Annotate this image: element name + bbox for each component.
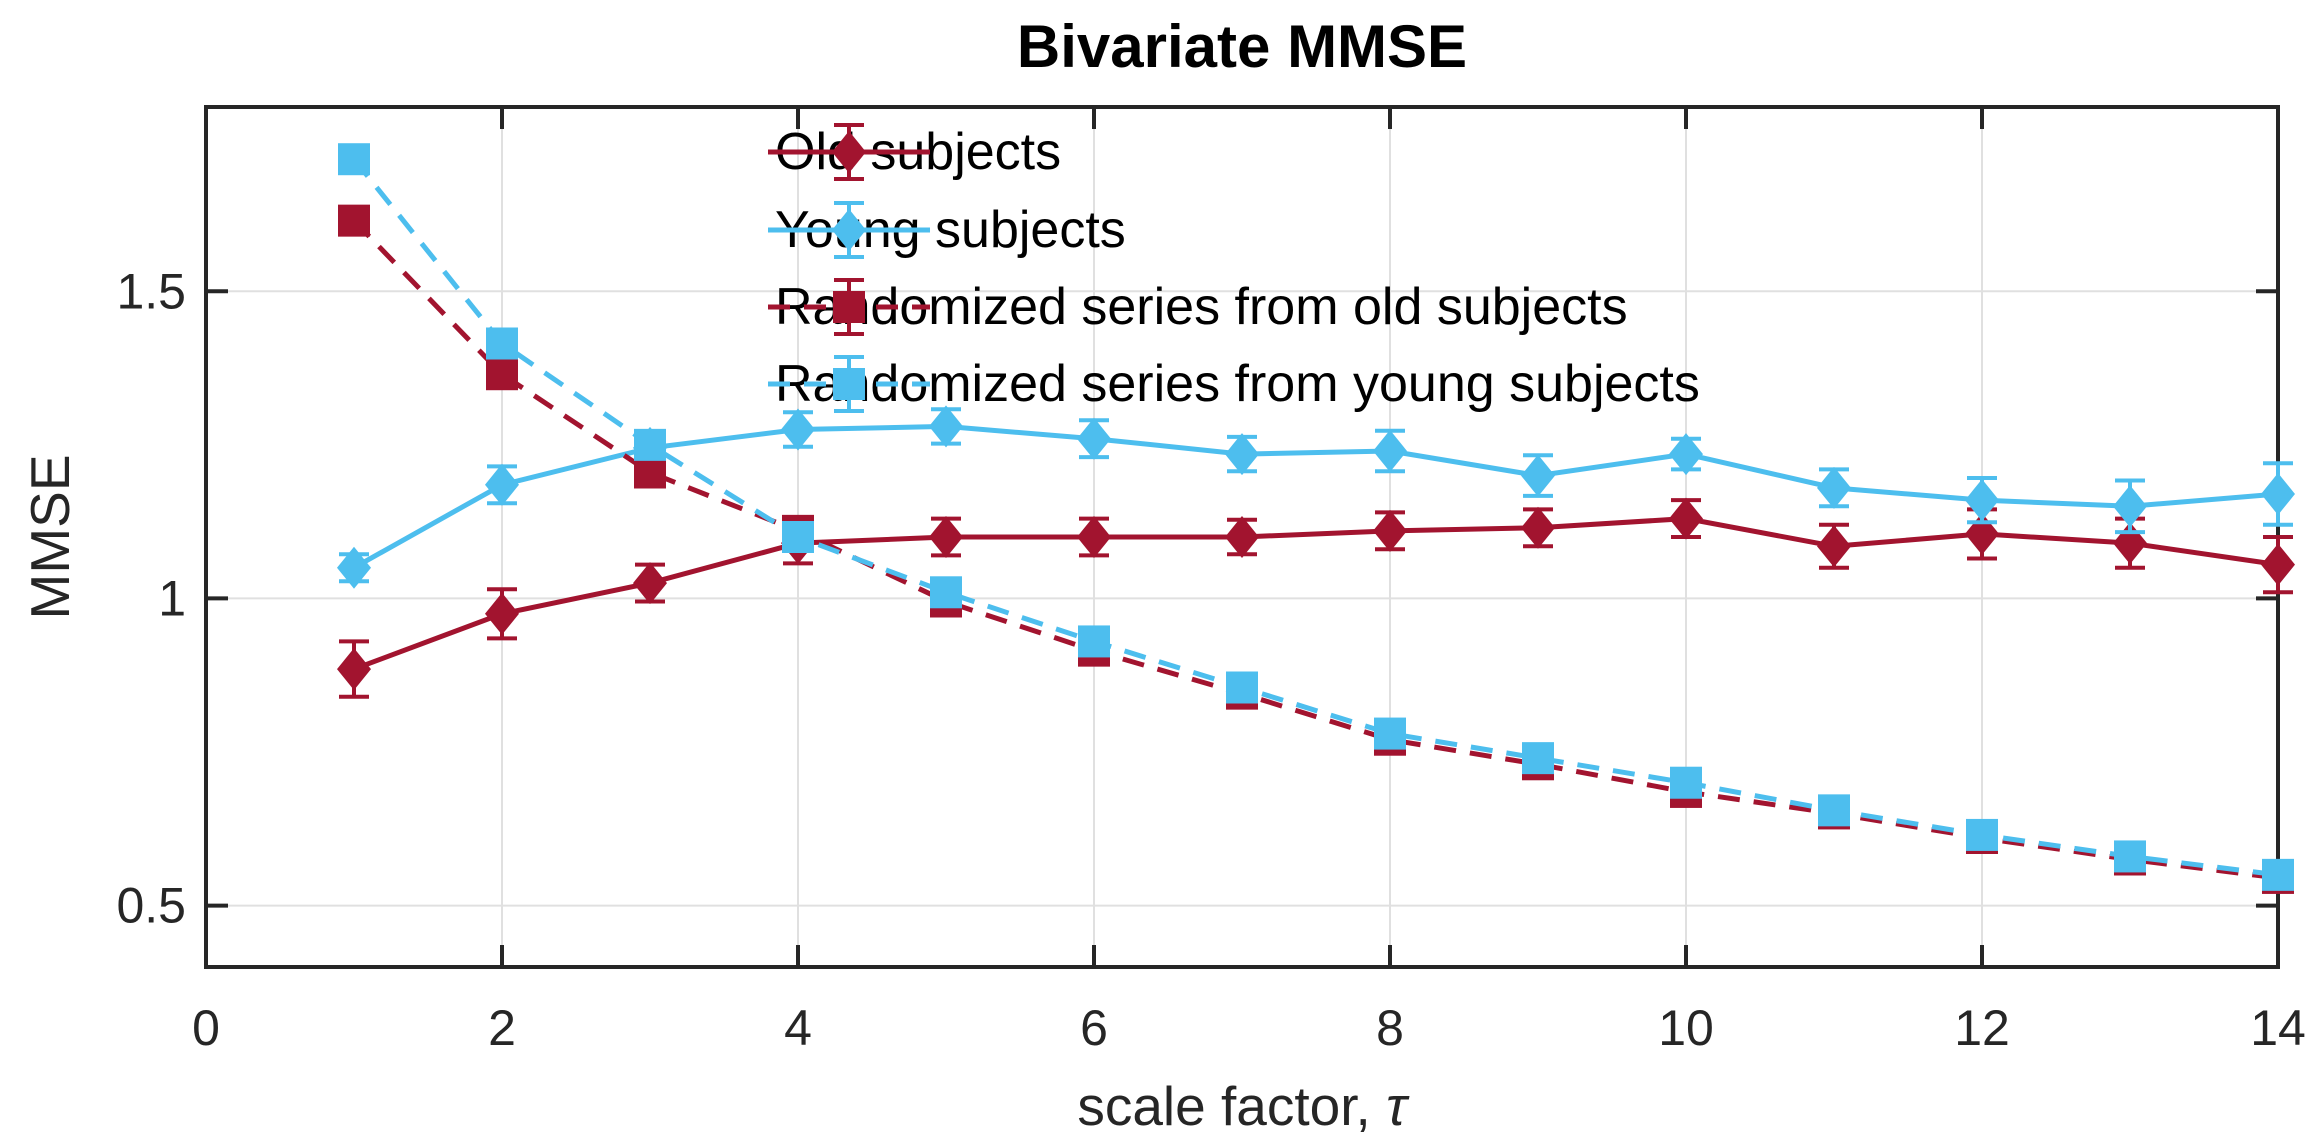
square-marker (782, 521, 814, 553)
diamond-marker (1521, 454, 1555, 497)
diamond-marker (337, 546, 371, 589)
square-marker (930, 576, 962, 609)
diamond-marker (781, 408, 815, 451)
diamond-marker (485, 463, 519, 506)
legend-sample-randomized-young-icon (768, 355, 930, 413)
square-marker (2262, 858, 2294, 891)
y-tick-label-1: 1 (158, 570, 186, 626)
x-axis-label-tau-symbol: τ (1386, 1075, 1407, 1137)
series-0 (337, 497, 2295, 699)
x-axis-label-text: scale factor, (1077, 1075, 1387, 1137)
diamond-marker (1373, 509, 1407, 552)
diamond-marker (1373, 430, 1407, 472)
square-marker (1670, 766, 1702, 799)
x-tick-label-0: 0 (192, 1000, 220, 1056)
square-marker (1078, 625, 1110, 658)
diamond-marker (1669, 433, 1703, 476)
square-marker (634, 428, 666, 461)
square-marker (1226, 671, 1258, 704)
series-line-2 (352, 218, 2279, 881)
chart-title: Bivariate MMSE (1016, 13, 1468, 80)
y-tick-label-1.5: 1.5 (116, 263, 186, 319)
diamond-marker (1669, 497, 1703, 540)
square-marker (833, 368, 865, 400)
diamond-marker (2261, 473, 2295, 515)
x-tick-label-8: 8 (1376, 1000, 1404, 1056)
x-tick-label-2: 2 (488, 1000, 516, 1056)
diamond-marker (1077, 417, 1111, 460)
diamond-marker (1225, 433, 1259, 476)
series-3 (338, 143, 2294, 891)
square-marker (486, 327, 518, 360)
square-marker (634, 456, 666, 489)
x-tick-label-6: 6 (1080, 1000, 1108, 1056)
legend-item-randomized-old: Randomized series from old subjects (766, 267, 1628, 347)
series-line-3 (352, 157, 2279, 878)
diamond-marker (832, 131, 866, 173)
diamond-marker (1077, 516, 1111, 558)
legend-item-young-subjects: Young subjects (766, 190, 1126, 270)
diamond-marker (1817, 466, 1851, 509)
tick-labels: 0 2 4 6 8 10 12 14 0.5 1 1.5 (116, 263, 2305, 1056)
diamond-marker (337, 648, 371, 691)
legend-item-randomized-young: Randomized series from young subjects (766, 344, 1700, 424)
series-line-0 (353, 516, 2279, 672)
diamond-marker (929, 405, 963, 448)
series-1 (337, 405, 2295, 589)
diamond-marker (2113, 485, 2147, 528)
diamond-marker (1965, 479, 1999, 522)
diamond-marker (832, 209, 866, 251)
square-marker (1818, 794, 1850, 827)
square-marker (2114, 840, 2146, 873)
y-tick-label-0.5: 0.5 (116, 878, 186, 934)
square-marker (1522, 742, 1554, 775)
diamond-marker (1225, 516, 1259, 558)
legend-sample-randomized-old-icon (768, 278, 930, 336)
diamond-marker (2261, 543, 2295, 586)
series-line-1 (352, 423, 2279, 570)
square-marker (338, 204, 370, 237)
diamond-marker (1817, 525, 1851, 568)
x-tick-label-4: 4 (784, 1000, 812, 1056)
diamond-marker (485, 592, 519, 635)
x-tick-label-12: 12 (1954, 1000, 2010, 1056)
legend-sample-old-subjects-icon (768, 123, 930, 181)
square-marker (338, 143, 370, 176)
x-tick-label-14: 14 (2250, 1000, 2306, 1056)
x-axis-label: scale factor, τ (206, 1074, 2278, 1138)
square-marker (833, 291, 865, 323)
legend-item-old-subjects: Old subjects (766, 112, 1061, 192)
diamond-marker (633, 562, 667, 605)
square-marker (486, 358, 518, 391)
x-tick-label-10: 10 (1658, 1000, 1714, 1056)
diamond-marker (1521, 506, 1555, 549)
y-axis-label: MMSE (19, 454, 81, 620)
legend-sample-young-subjects-icon (768, 201, 930, 259)
diamond-marker (929, 516, 963, 558)
square-marker (1966, 818, 1998, 851)
square-marker (1374, 717, 1406, 750)
